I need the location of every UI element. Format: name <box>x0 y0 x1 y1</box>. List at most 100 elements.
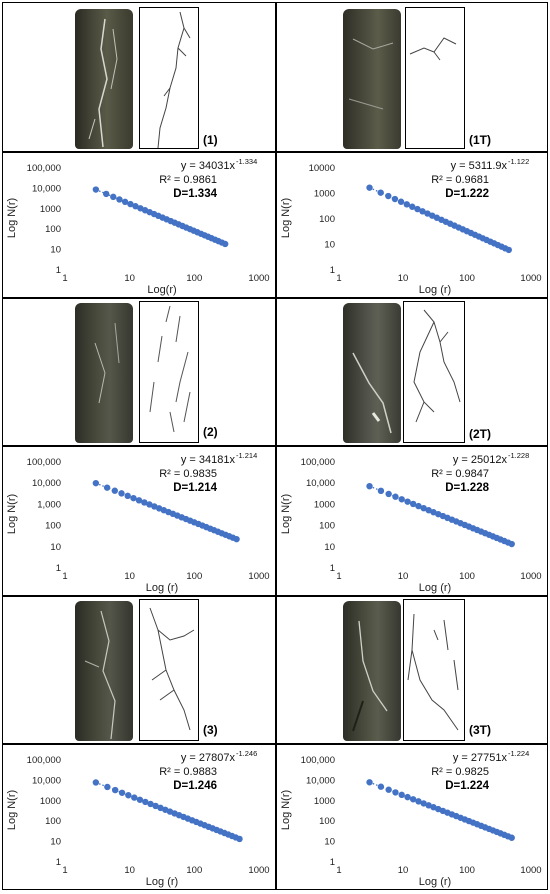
r-squared-text: R² = 0.9835 <box>159 468 217 480</box>
data-point <box>420 800 427 807</box>
y-tick-label: 1000 <box>314 499 335 510</box>
fractal-dimension-prefix: D= <box>445 780 460 792</box>
fracture-sketch <box>403 599 465 741</box>
data-point <box>366 779 373 786</box>
chart-cell-3t: 1 10 100 1000 10,000 100,000 1 10 100 1000 Log (r)… <box>276 744 548 890</box>
data-point <box>111 487 118 494</box>
equation-exponent: -1.334 <box>236 157 257 166</box>
fracture-trace <box>409 37 457 61</box>
x-tick-label: 1 <box>62 865 67 876</box>
fractal-dimension-text: D=1.214 <box>173 482 217 494</box>
fractal-dimension-value: 1.228 <box>460 482 489 494</box>
y-tick-label: 10,000 <box>32 775 61 786</box>
data-point <box>403 201 410 208</box>
data-point <box>419 208 426 215</box>
x-tick-label: 10 <box>124 571 135 582</box>
data-point <box>92 779 100 786</box>
data-point <box>392 789 399 796</box>
data-point <box>385 786 392 793</box>
x-tick-label: 1000 <box>248 865 269 876</box>
chart-1t: 1 10 100 1000 10000 1 10 100 1000 Log (r) Log N(r)… <box>280 157 542 296</box>
r-squared-text: R² = 0.9847 <box>431 468 489 480</box>
y-tick-label: 10,000 <box>32 183 61 194</box>
y-tick-label: 100,000 <box>27 457 61 468</box>
image-cell-2: (2) <box>2 298 276 446</box>
fractal-dimension-value: 1.334 <box>188 188 217 200</box>
y-tick-label: 1,000 <box>37 499 61 510</box>
data-point <box>404 793 411 801</box>
core-crack-overlay <box>94 322 120 404</box>
y-tick-label: 1 <box>330 563 335 574</box>
fractal-dimension-prefix: D= <box>445 188 460 200</box>
data-point <box>111 786 119 794</box>
data-point <box>130 494 137 502</box>
y-tick-label: 10 <box>50 837 61 848</box>
chart-cell-1: 1 10 100 1000 10,000 100,000 1 10 100 1000 Log(r) L… <box>2 152 276 298</box>
fractal-dimension-prefix: D= <box>445 482 460 494</box>
data-point <box>397 198 405 205</box>
data-point <box>366 184 373 191</box>
x-tick-label: 1 <box>62 273 67 284</box>
data-point <box>103 190 110 198</box>
y-tick-label: 100 <box>319 521 335 532</box>
x-axis-label: Log (r) <box>419 582 451 594</box>
y-tick-label: 10,000 <box>32 478 61 489</box>
data-point <box>398 496 405 503</box>
data-point <box>398 791 405 799</box>
y-tick-label: 1000 <box>314 189 335 200</box>
y-tick-label: 1000 <box>40 204 61 215</box>
x-axis-label: Log (r) <box>146 876 178 888</box>
fractal-dimension-prefix: D= <box>173 188 188 200</box>
x-tick-label: 10 <box>398 865 409 876</box>
r-squared-text: R² = 0.9883 <box>159 766 217 778</box>
fractal-dimension-text: D=1.334 <box>173 188 217 200</box>
fractal-dimension-value: 1.222 <box>460 188 489 200</box>
core-photo <box>75 303 133 443</box>
y-tick-label: 10 <box>50 245 61 256</box>
y-tick-label: 1000 <box>314 796 335 807</box>
equation-text: y = 5311.9x <box>451 160 508 172</box>
data-point <box>127 200 134 208</box>
y-tick-label: 100,000 <box>27 163 61 174</box>
x-tick-label: 1000 <box>248 571 269 582</box>
core-photo <box>343 303 401 443</box>
fracture-sketch <box>139 301 199 443</box>
x-tick-label: 1 <box>336 865 341 876</box>
data-point <box>409 500 417 508</box>
fractal-dimension-prefix: D= <box>173 780 188 792</box>
core-crack-overlay <box>88 18 118 148</box>
data-point <box>221 240 229 248</box>
fractal-dimension-value: 1.246 <box>188 780 217 792</box>
equation-exponent: -1.214 <box>236 451 257 460</box>
equation-exponent: -1.122 <box>508 157 529 166</box>
fracture-trace <box>407 613 459 731</box>
panel-label: (2) <box>203 425 218 439</box>
fractal-dimension-text: D=1.224 <box>445 780 489 792</box>
panel-label: (2T) <box>469 427 491 441</box>
x-axis-label: Log (r) <box>419 284 451 296</box>
equation-text: y = 25012x <box>453 454 508 466</box>
x-tick-label: 1 <box>62 571 67 582</box>
fracture-trace <box>413 309 461 423</box>
data-point <box>141 499 148 506</box>
chart-2t: 1 10 100 1000 10,000 100,000 1 10 100 1000 Log (r)… <box>280 451 542 594</box>
data-point <box>385 192 392 200</box>
image-cell-3: (3) <box>2 596 276 744</box>
data-point <box>415 502 422 510</box>
data-point <box>135 497 143 504</box>
data-point <box>425 802 432 809</box>
y-tick-label: 10,000 <box>306 775 335 786</box>
data-point <box>414 205 421 213</box>
data-point <box>377 487 385 495</box>
x-tick-label: 100 <box>186 273 202 284</box>
data-point <box>425 507 432 514</box>
equation-text: y = 27751x <box>453 752 508 764</box>
y-tick-label: 1 <box>330 857 335 868</box>
data-point <box>142 798 149 806</box>
fractal-dimension-value: 1.214 <box>188 482 217 494</box>
y-tick-label: 1 <box>56 563 61 574</box>
x-tick-label: 10 <box>398 571 409 582</box>
data-point <box>415 798 422 805</box>
data-point <box>152 802 159 810</box>
data-point <box>103 484 111 491</box>
